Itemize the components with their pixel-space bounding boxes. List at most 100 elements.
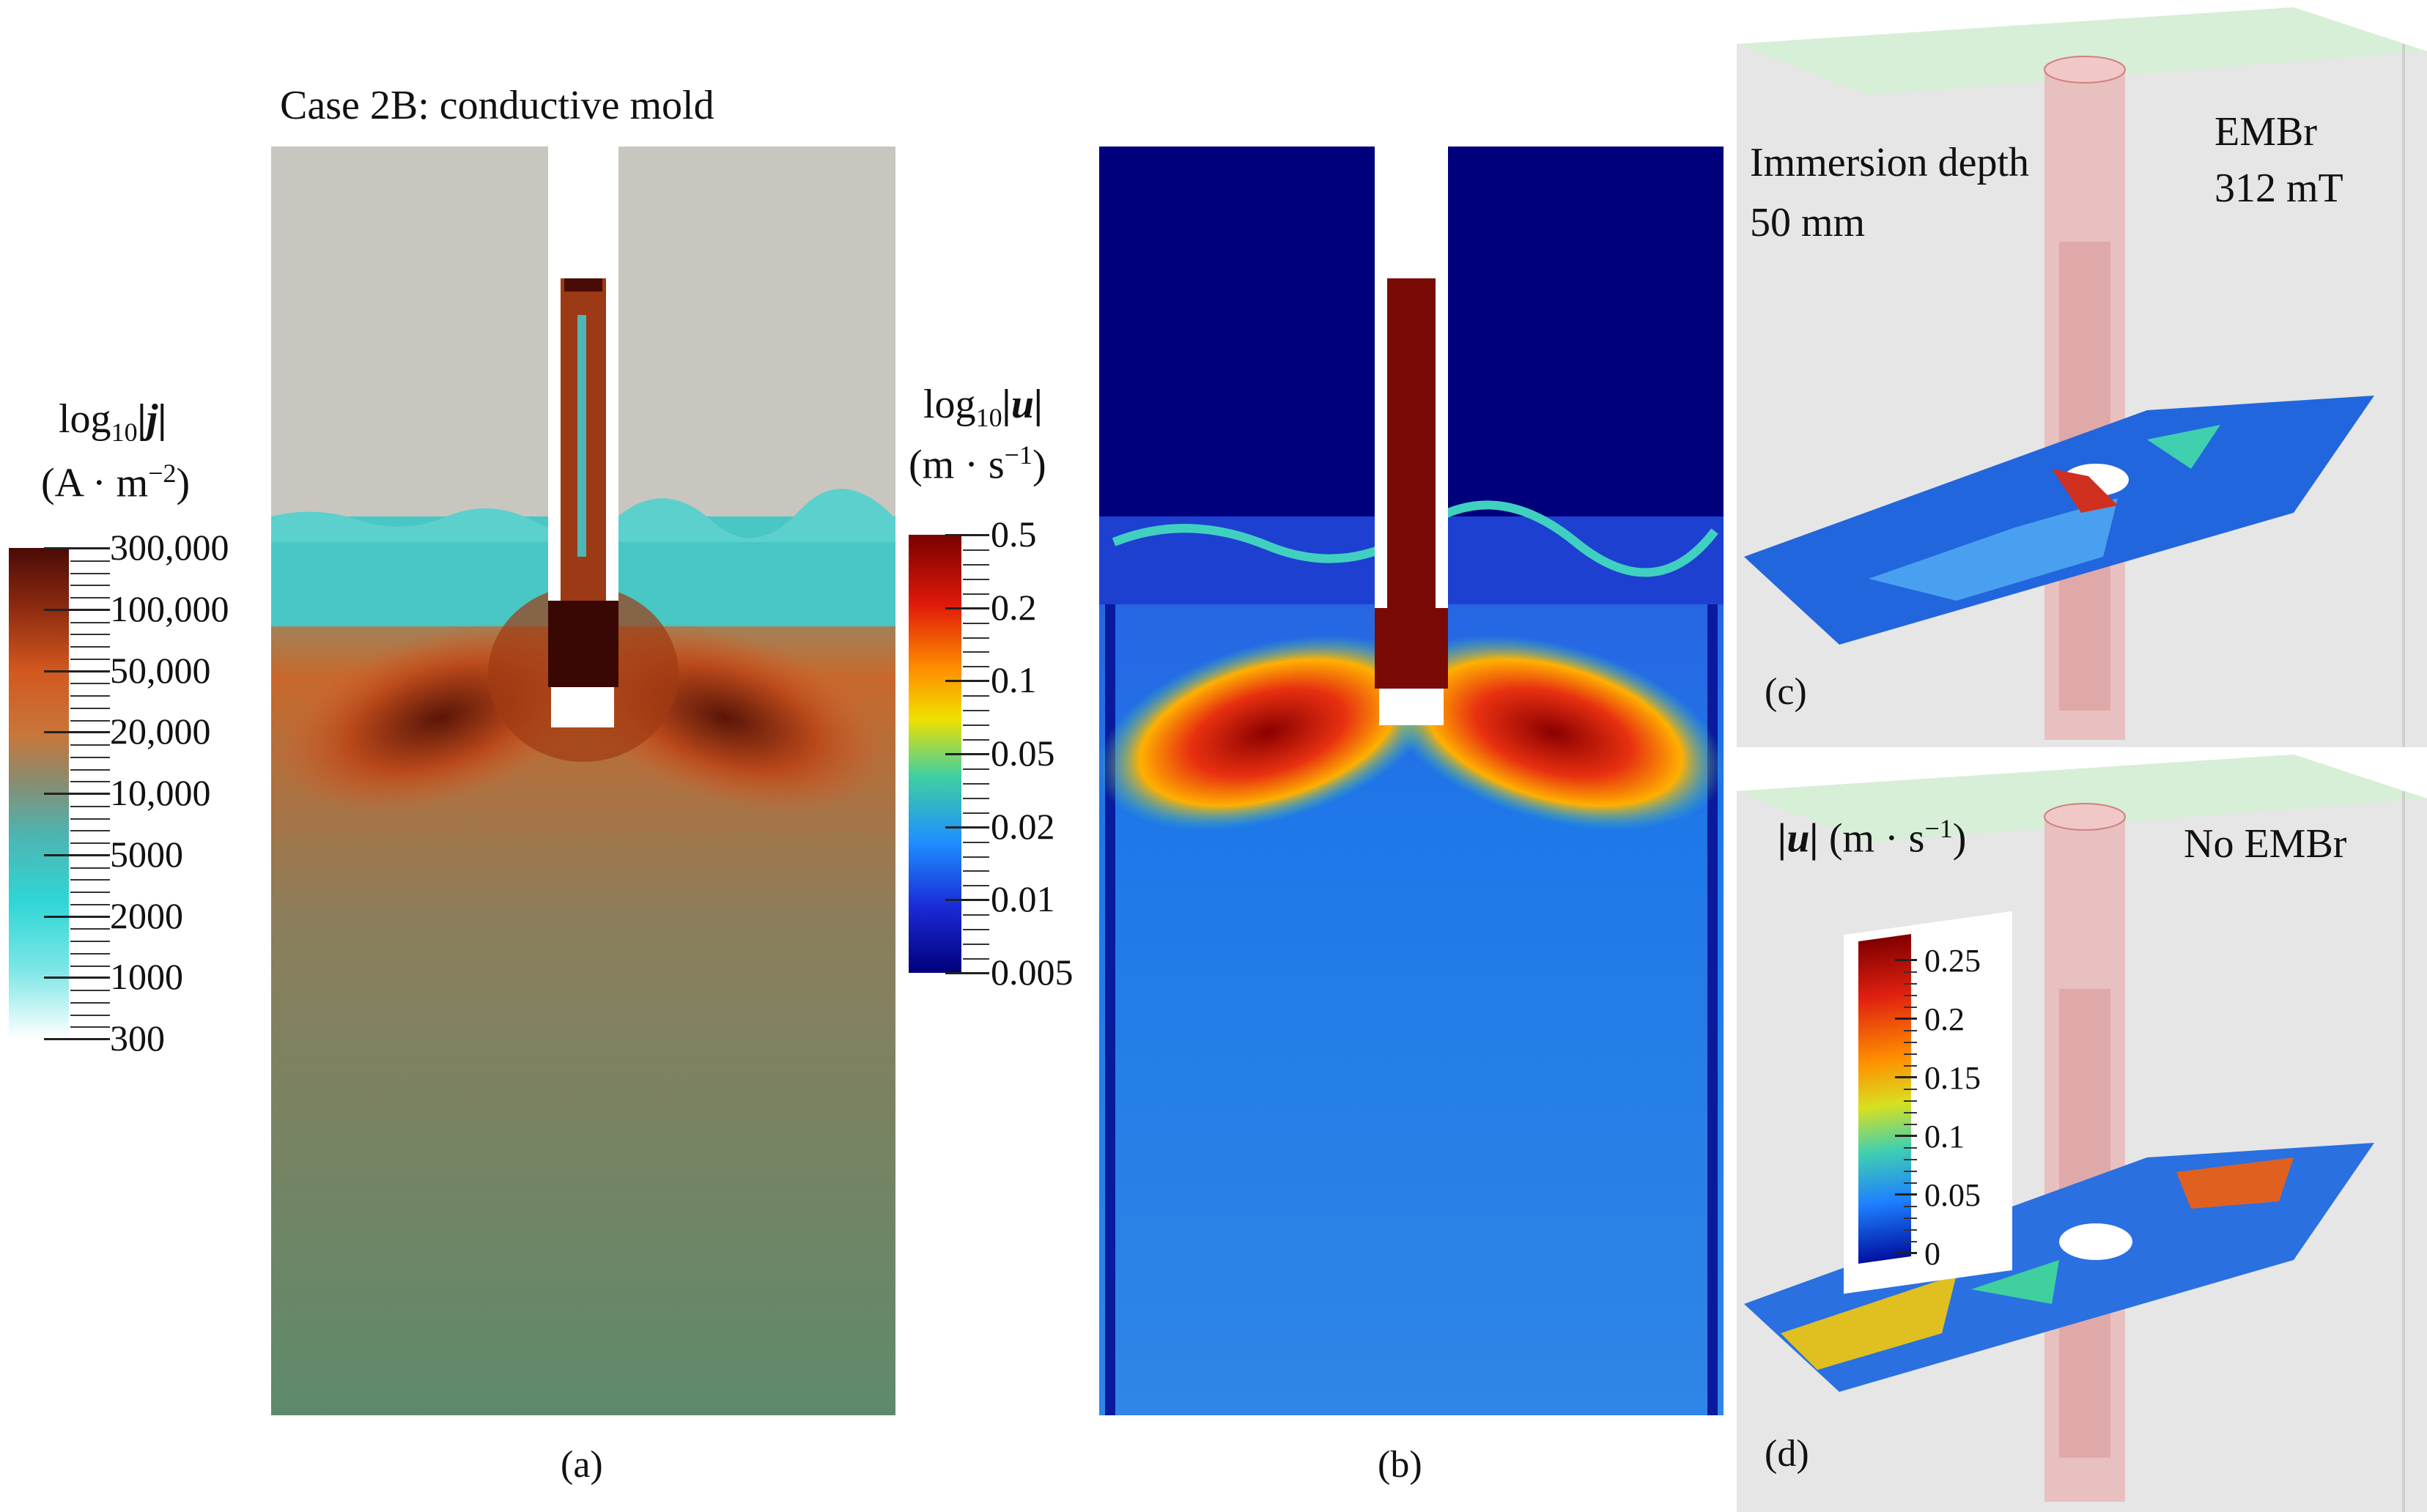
colorbar-minor-tick bbox=[1904, 1042, 1917, 1043]
colorbar-minor-tick bbox=[70, 1014, 110, 1016]
panel-a-title: Case 2B: conductive mold bbox=[280, 83, 714, 128]
panel-c-label: (c) bbox=[1765, 671, 1807, 713]
colorbar-minor-tick bbox=[963, 724, 989, 727]
colorbar-minor-tick bbox=[963, 739, 989, 741]
colorbar-major-tick bbox=[945, 680, 989, 683]
colorbar-major-tick bbox=[44, 608, 110, 611]
colorbar-minor-tick bbox=[1904, 1053, 1917, 1055]
colorbar-major-tick bbox=[945, 826, 989, 829]
colorbar-major-tick bbox=[1895, 959, 1917, 961]
colorbar-minor-tick bbox=[963, 666, 989, 668]
colorbar-minor-tick bbox=[1904, 983, 1917, 985]
colorbar-minor-tick bbox=[70, 965, 110, 967]
colorbar-minor-tick bbox=[70, 658, 110, 660]
colorbar-minor-tick bbox=[70, 892, 110, 893]
colorbar-minor-tick bbox=[963, 958, 989, 960]
colorbar-d: |u| (m · s−1) 0.25 0.2 0.15 0.1 0.05 0 bbox=[1778, 813, 2020, 1294]
colorbar-tick-label: 0.2 bbox=[1924, 1001, 1965, 1037]
panel-c-text-left-1: Immersion depth bbox=[1750, 140, 2030, 185]
colorbar-minor-tick bbox=[963, 710, 989, 712]
colorbar-minor-tick bbox=[963, 549, 989, 551]
colorbar-a-unit: (A · m−2) bbox=[41, 459, 191, 506]
panel-d: No EMBr |u| (m · s−1) 0.25 0.2 0.15 0.1 0.05… bbox=[1737, 747, 2427, 1512]
colorbar-minor-tick bbox=[963, 812, 989, 814]
colorbar-major-tick bbox=[1895, 1193, 1917, 1196]
colorbar-major-tick bbox=[44, 547, 110, 549]
colorbar-minor-tick bbox=[70, 683, 110, 685]
colorbar-major-tick bbox=[945, 534, 989, 536]
colorbar-minor-tick bbox=[1904, 1030, 1917, 1031]
colorbar-minor-tick bbox=[963, 651, 989, 653]
colorbar-tick-label: 0.02 bbox=[991, 805, 1055, 847]
colorbar-minor-tick bbox=[70, 842, 110, 844]
panel-c-text-right-1: EMBr bbox=[2214, 109, 2317, 155]
colorbar-minor-tick bbox=[70, 1026, 110, 1029]
colorbar-minor-tick bbox=[1904, 995, 1917, 996]
colorbar-tick-label: 0.25 bbox=[1924, 943, 1981, 979]
colorbar-major-tick bbox=[1895, 1135, 1917, 1137]
colorbar-minor-tick bbox=[1904, 1206, 1917, 1207]
panel-c-3d-view bbox=[1737, 7, 2427, 747]
colorbar-d-title: |u| (m · s−1) bbox=[1778, 814, 1967, 861]
colorbar-major-tick bbox=[1895, 1018, 1917, 1020]
colorbar-minor-tick bbox=[1904, 1182, 1917, 1184]
colorbar-minor-tick bbox=[963, 856, 989, 858]
colorbar-major-tick bbox=[1895, 1252, 1917, 1254]
colorbar-tick-label: 100,000 bbox=[110, 588, 229, 629]
current-density-field bbox=[271, 147, 895, 1415]
colorbar-major-tick bbox=[945, 899, 989, 902]
colorbar-major-tick bbox=[44, 1038, 110, 1040]
colorbar-minor-tick bbox=[70, 768, 110, 771]
colorbar-major-tick bbox=[44, 915, 110, 918]
colorbar-minor-tick bbox=[1904, 1147, 1917, 1149]
colorbar-tick-label: 10,000 bbox=[110, 772, 211, 813]
colorbar-tick-label: 0 bbox=[1924, 1236, 1940, 1272]
colorbar-major-tick bbox=[44, 853, 110, 856]
colorbar-minor-tick bbox=[70, 941, 110, 942]
panel-c: Immersion depth 50 mm EMBr 312 mT (c) bbox=[1737, 0, 2427, 747]
colorbar-major-tick bbox=[945, 607, 989, 609]
colorbar-tick-label: 20,000 bbox=[110, 711, 211, 752]
colorbar-tick-label: 0.5 bbox=[991, 514, 1037, 555]
colorbar-minor-tick bbox=[1904, 1112, 1917, 1113]
colorbar-major-tick bbox=[945, 972, 989, 974]
panel-d-label: (d) bbox=[1765, 1433, 1809, 1475]
velocity-field bbox=[1099, 147, 1724, 1415]
colorbar-minor-tick bbox=[1904, 971, 1917, 973]
colorbar-minor-tick bbox=[963, 944, 989, 946]
colorbar-minor-tick bbox=[70, 879, 110, 881]
colorbar-tick-label: 50,000 bbox=[110, 649, 211, 691]
colorbar-minor-tick bbox=[70, 818, 110, 820]
colorbar-minor-tick bbox=[963, 914, 989, 916]
colorbar-tick-label: 0.01 bbox=[991, 878, 1055, 920]
colorbar-tick-label: 0.1 bbox=[1924, 1119, 1965, 1155]
colorbar-minor-tick bbox=[70, 634, 110, 636]
colorbar-minor-tick bbox=[70, 867, 110, 869]
colorbar-minor-tick bbox=[963, 563, 989, 566]
colorbar-major-tick bbox=[1895, 1076, 1917, 1078]
colorbar-major-tick bbox=[44, 731, 110, 734]
colorbar-minor-tick bbox=[70, 756, 110, 758]
colorbar-major-tick bbox=[945, 753, 989, 755]
colorbar-tick-label: 0.2 bbox=[991, 586, 1037, 628]
panel-c-text-left-2: 50 mm bbox=[1750, 200, 1866, 245]
colorbar-tick-label: 0.05 bbox=[991, 733, 1055, 774]
colorbar-minor-tick bbox=[963, 578, 989, 580]
colorbar-minor-tick bbox=[963, 593, 989, 595]
colorbar-tick-label: 0.15 bbox=[1924, 1060, 1981, 1096]
colorbar-tick-label: 300 bbox=[110, 1018, 165, 1059]
colorbar-minor-tick bbox=[1904, 1218, 1917, 1219]
colorbar-minor-tick bbox=[963, 929, 989, 931]
colorbar-b-title: log10|u| bbox=[923, 382, 1043, 433]
colorbar-minor-tick bbox=[1904, 1007, 1917, 1008]
colorbar-minor-tick bbox=[963, 637, 989, 639]
colorbar-major-tick bbox=[44, 670, 110, 672]
colorbar-minor-tick bbox=[70, 621, 110, 623]
colorbar-minor-tick bbox=[963, 622, 989, 624]
colorbar-minor-tick bbox=[1904, 1089, 1917, 1090]
colorbar-major-tick bbox=[44, 793, 110, 795]
colorbar-minor-tick bbox=[70, 952, 110, 955]
colorbar-minor-tick bbox=[1904, 1100, 1917, 1102]
panel-a-label: (a) bbox=[561, 1444, 603, 1486]
panel-c-text-right-2: 312 mT bbox=[2214, 166, 2343, 211]
